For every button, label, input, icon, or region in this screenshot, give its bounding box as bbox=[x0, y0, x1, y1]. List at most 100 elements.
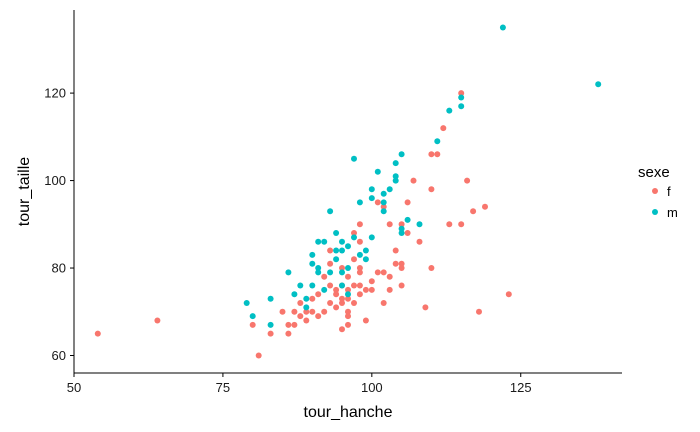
data-point-m bbox=[458, 103, 465, 110]
data-point-f bbox=[380, 300, 387, 306]
data-point-m bbox=[356, 251, 363, 258]
data-point-m bbox=[446, 107, 453, 114]
data-point-m bbox=[380, 190, 387, 197]
data-point-f bbox=[362, 317, 369, 324]
data-point-f bbox=[368, 278, 375, 285]
data-point-m bbox=[291, 291, 298, 298]
data-point-f bbox=[333, 304, 340, 311]
data-point-f bbox=[374, 199, 381, 206]
data-point-f bbox=[339, 265, 345, 271]
data-point-f bbox=[345, 321, 351, 328]
data-point-f bbox=[345, 313, 351, 320]
data-point-m bbox=[297, 282, 304, 289]
x-tick-label: 100 bbox=[361, 380, 383, 395]
data-point-f bbox=[404, 230, 411, 236]
data-point-m bbox=[499, 24, 506, 31]
data-point-m bbox=[398, 151, 405, 158]
data-point-f bbox=[267, 330, 274, 337]
data-point-m bbox=[249, 313, 256, 320]
data-point-f bbox=[351, 300, 357, 306]
data-point-m bbox=[309, 251, 316, 258]
data-point-m bbox=[285, 269, 292, 276]
x-tick-label: 75 bbox=[216, 380, 230, 395]
data-point-m bbox=[374, 168, 381, 175]
data-point-m bbox=[303, 304, 310, 311]
data-point-f bbox=[356, 265, 363, 271]
legend-title: sexe bbox=[638, 164, 670, 181]
data-point-f bbox=[356, 282, 363, 289]
data-point-f bbox=[374, 269, 381, 276]
data-point-f bbox=[255, 352, 262, 359]
data-point-f bbox=[446, 221, 453, 228]
data-point-m bbox=[392, 177, 399, 184]
data-point-f bbox=[458, 221, 465, 228]
data-point-f bbox=[285, 330, 292, 337]
data-point-m bbox=[356, 199, 363, 206]
data-point-m bbox=[243, 300, 250, 306]
data-point-m bbox=[339, 238, 345, 245]
data-point-f bbox=[416, 238, 423, 245]
data-point-m bbox=[315, 265, 322, 271]
data-point-f bbox=[345, 286, 351, 293]
data-point-m bbox=[351, 234, 357, 241]
data-point-f bbox=[321, 308, 328, 315]
data-point-f bbox=[351, 256, 357, 263]
data-point-f bbox=[154, 317, 161, 324]
data-point-m bbox=[333, 247, 340, 254]
data-point-f bbox=[398, 265, 405, 271]
data-point-m bbox=[321, 286, 328, 293]
data-point-f bbox=[386, 273, 393, 280]
data-point-f bbox=[297, 313, 304, 320]
data-point-m bbox=[595, 81, 602, 88]
data-point-f bbox=[428, 151, 435, 158]
data-point-f bbox=[356, 238, 363, 245]
data-point-m bbox=[333, 256, 340, 263]
data-point-m bbox=[434, 138, 441, 145]
data-point-m bbox=[398, 230, 405, 236]
legend-label-m: m bbox=[667, 205, 678, 220]
data-point-f bbox=[339, 300, 345, 306]
data-point-m bbox=[368, 195, 375, 202]
y-tick-label: 100 bbox=[44, 173, 66, 188]
data-point-f bbox=[351, 230, 357, 236]
data-point-m bbox=[392, 160, 399, 167]
data-point-m bbox=[398, 225, 405, 232]
data-point-f bbox=[345, 295, 351, 302]
data-point-f bbox=[476, 308, 482, 315]
data-point-f bbox=[356, 291, 363, 298]
data-point-m bbox=[315, 269, 322, 276]
data-point-f bbox=[428, 186, 435, 193]
x-axis-ticks: 50 75 100 125 bbox=[67, 373, 532, 395]
data-point-m bbox=[345, 265, 351, 271]
data-point-m bbox=[321, 238, 328, 245]
data-point-f bbox=[249, 321, 256, 328]
legend-key-f bbox=[652, 188, 658, 194]
data-points bbox=[94, 24, 602, 359]
data-point-m bbox=[458, 94, 465, 101]
data-point-f bbox=[333, 286, 340, 293]
data-point-m bbox=[362, 247, 369, 254]
data-point-m bbox=[368, 186, 375, 193]
data-point-m bbox=[392, 173, 399, 180]
data-point-f bbox=[327, 300, 334, 306]
data-point-f bbox=[368, 286, 375, 293]
data-point-f bbox=[505, 291, 512, 298]
data-point-m bbox=[351, 155, 357, 162]
data-point-f bbox=[327, 282, 334, 289]
data-point-f bbox=[327, 260, 334, 267]
legend-label-f: f bbox=[667, 184, 671, 199]
data-point-f bbox=[94, 330, 101, 337]
data-point-m bbox=[368, 234, 375, 241]
data-point-m bbox=[380, 199, 387, 206]
data-point-f bbox=[470, 208, 477, 215]
data-point-f bbox=[309, 295, 316, 302]
data-point-f bbox=[345, 308, 351, 315]
data-point-f bbox=[285, 321, 292, 328]
data-point-m bbox=[267, 295, 274, 302]
data-point-m bbox=[309, 260, 316, 267]
data-point-f bbox=[428, 265, 435, 271]
x-tick-label: 125 bbox=[510, 380, 532, 395]
data-point-f bbox=[345, 273, 351, 280]
data-point-m bbox=[404, 216, 411, 223]
data-point-m bbox=[386, 186, 393, 193]
